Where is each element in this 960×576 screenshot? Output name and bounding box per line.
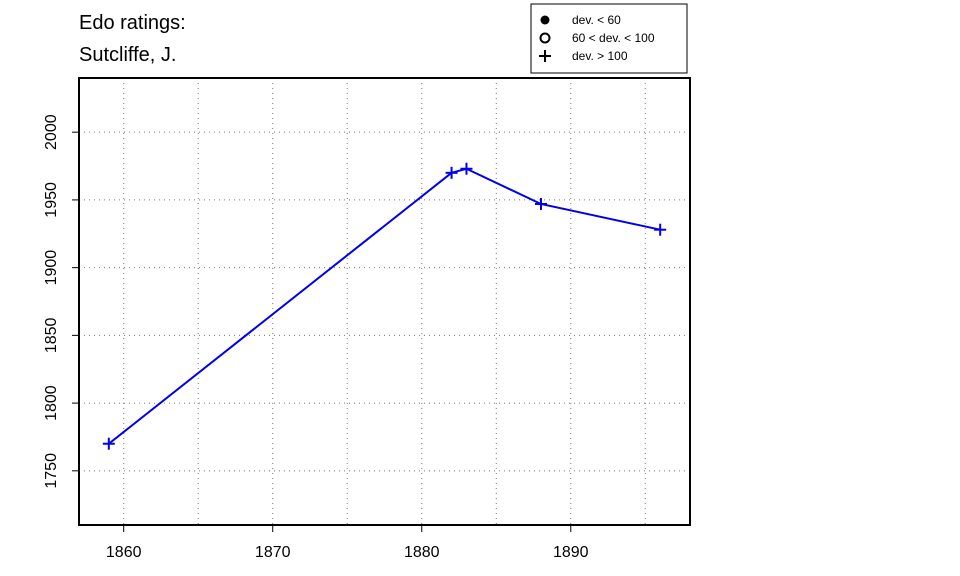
- plot-frame: [78, 77, 691, 526]
- legend-box: [530, 3, 688, 74]
- title-line-2: Sutcliffe, J.: [79, 44, 176, 66]
- legend-item: 60 < dev. < 100: [539, 31, 655, 45]
- legend-item: dev. > 100: [539, 49, 628, 63]
- y-tick-label: 1900: [43, 250, 60, 286]
- x-tick-label: 1870: [255, 544, 291, 561]
- y-tick-label: 2000: [43, 114, 60, 150]
- chart-title: Edo ratings: Sutcliffe, J.: [79, 12, 186, 66]
- data-point: [460, 162, 473, 175]
- data-point: [534, 197, 547, 210]
- legend-item: dev. < 60: [540, 13, 621, 27]
- y-tick-label: 1950: [43, 182, 60, 218]
- legend: dev. < 60 60 < dev. < 100 dev. > 100: [530, 3, 688, 74]
- title-line-1: Edo ratings:: [79, 12, 186, 34]
- filled-circle-icon: [540, 15, 550, 25]
- open-circle-icon: [539, 32, 551, 44]
- legend-label: dev. < 60: [572, 13, 621, 27]
- data-point: [102, 437, 115, 450]
- grid: [79, 78, 690, 525]
- series-line: [108, 167, 661, 445]
- plus-icon: [539, 50, 551, 62]
- data-point: [654, 223, 667, 236]
- y-tick-label: 1800: [43, 385, 60, 421]
- x-tick-label: 1890: [553, 544, 589, 561]
- legend-label: 60 < dev. < 100: [572, 31, 655, 45]
- y-tick-label: 1850: [43, 317, 60, 353]
- series-layer: [102, 162, 667, 450]
- axes: 1860 1870 1880 1890 1750 1800 1850 1900 1950 2000: [43, 114, 589, 561]
- x-tick-label: 1860: [106, 544, 142, 561]
- x-tick-label: 1880: [404, 544, 440, 561]
- y-tick-label: 1750: [43, 453, 60, 489]
- data-point: [445, 166, 458, 179]
- legend-label: dev. > 100: [572, 49, 628, 63]
